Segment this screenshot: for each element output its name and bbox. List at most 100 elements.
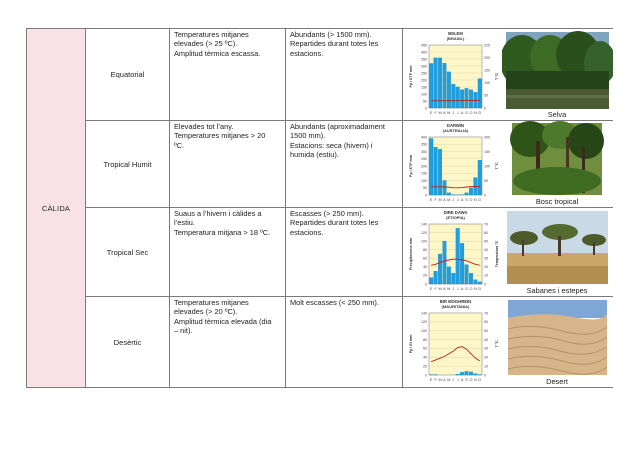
month-label: M	[447, 198, 450, 202]
climate-chart-cell: BIR MOGHREIN (MAURITANIA) 140 120 100 80 60 40 2…	[402, 296, 502, 388]
left-tick-label: 250	[421, 71, 427, 75]
temperature-text: elevades (> 25 ºC).	[174, 39, 238, 49]
temperature-cell: Temperatures mitjanes elevades (> 25 ºC)…	[169, 28, 286, 121]
right-tick-label: 0	[484, 106, 486, 110]
precipitation-bar	[442, 63, 447, 109]
temperature-line	[431, 186, 480, 189]
precipitation-cell: Abundants (aproximadament 1500 mm). Esta…	[285, 120, 403, 208]
chart-title: DIRE DAWA	[444, 210, 468, 215]
left-tick-label: 60	[423, 347, 427, 351]
month-label: A	[461, 111, 464, 115]
photo-caption: Selva	[547, 110, 567, 119]
temperature-text: l’estiu.	[174, 218, 195, 228]
photo-cell: Desert	[501, 296, 613, 388]
right-tick-label: 40	[484, 338, 488, 342]
climate-type-label: Tropical Humit	[103, 159, 152, 169]
month-label: J	[452, 287, 454, 291]
table-row: Tropical Humit Elevades tot l’any. Tempe…	[27, 120, 613, 208]
photo-cell: Bosc tropical	[501, 120, 613, 208]
precipitation-bar	[433, 57, 438, 109]
right-axis-label: T ºC	[495, 73, 499, 81]
right-tick-label: 150	[484, 69, 490, 73]
right-tick-label: 20	[484, 265, 488, 269]
right-tick-label: 50	[484, 94, 488, 98]
right-tick-label: 200	[484, 135, 490, 139]
climate-type-cell: Tropical Humit	[85, 120, 170, 208]
month-label: A	[443, 378, 446, 382]
left-tick-label: 20	[423, 364, 427, 368]
month-label: O	[469, 287, 472, 291]
left-tick-label: 0	[425, 106, 427, 110]
right-tick-label: 100	[484, 164, 490, 168]
month-label: J	[452, 198, 454, 202]
month-label: O	[469, 378, 472, 382]
precipitation-bar	[469, 187, 473, 196]
left-tick-label: 100	[421, 329, 427, 333]
precipitation-bar	[469, 89, 473, 109]
month-label: A	[461, 287, 464, 291]
precipitation-bar	[477, 160, 482, 196]
right-tick-label: 100	[484, 81, 490, 85]
left-tick-label: 40	[423, 356, 427, 360]
precipitation-bar	[464, 88, 469, 109]
temperature-text: Temperatures mitjanes > 20	[174, 131, 266, 141]
precipitation-bar	[455, 86, 460, 109]
month-label: S	[465, 198, 468, 202]
precipitation-bar	[464, 264, 469, 285]
right-tick-label: 10	[484, 274, 488, 278]
left-tick-label: 40	[423, 265, 427, 269]
climate-type-label: Desèrtic	[113, 337, 142, 347]
precipitation-bar	[429, 277, 434, 285]
precipitation-text: 1500 mm).	[290, 131, 326, 141]
right-tick-label: 20	[484, 356, 488, 360]
month-label: M	[438, 287, 441, 291]
left-tick-label: 100	[421, 92, 427, 96]
right-tick-label: 50	[484, 239, 488, 243]
month-label: M	[438, 198, 441, 202]
precipitation-text: Estacions: seca (hivern) i	[290, 140, 373, 150]
climograph: DARWIN(AUSTRALIA) 400 350 300 250 200 150 100 50…	[403, 121, 502, 207]
month-label: D	[478, 287, 481, 291]
right-tick-label: 10	[484, 364, 488, 368]
month-label: M	[447, 287, 450, 291]
precipitation-bar	[460, 243, 465, 285]
left-tick-label: 0	[425, 373, 427, 377]
right-tick-label: 0	[484, 193, 486, 197]
precipitation-bar	[438, 57, 443, 109]
month-label: A	[461, 378, 464, 382]
left-tick-label: 100	[421, 179, 427, 183]
temperature-cell: Temperatures mitjanes elevades (> 20 ºC)…	[169, 296, 286, 388]
right-tick-label: 60	[484, 320, 488, 324]
month-label: D	[478, 378, 481, 382]
left-tick-label: 50	[423, 186, 427, 190]
temperature-text: Amplitud tèrmica escassa.	[174, 48, 261, 58]
left-tick-label: 200	[421, 164, 427, 168]
temperature-cell: Elevades tot l’any. Temperatures mitjane…	[169, 120, 286, 208]
month-label: J	[457, 111, 459, 115]
month-label: J	[452, 111, 454, 115]
left-tick-label: 350	[421, 143, 427, 147]
month-label: N	[474, 378, 477, 382]
month-label: D	[478, 111, 481, 115]
temperature-text: Temperatures mitjanes	[174, 30, 249, 39]
month-label: F	[434, 287, 437, 291]
precipitation-text: estacions.	[290, 48, 324, 58]
jungle-photo	[502, 29, 613, 120]
month-label: E	[430, 287, 433, 291]
left-tick-label: 0	[425, 193, 427, 197]
precipitation-bar	[429, 63, 434, 109]
month-label: N	[474, 198, 477, 202]
precipitation-bar	[477, 78, 482, 109]
month-label: S	[465, 111, 468, 115]
savanna-photo	[502, 208, 613, 296]
temperature-cell: Suaus a l’hivern i càlides a l’estiu. Te…	[169, 207, 286, 297]
temperature-text: Elevades tot l’any.	[174, 122, 234, 131]
precipitation-bar	[433, 270, 438, 285]
precipitation-text: Abundants (> 1500 mm).	[290, 30, 372, 39]
precipitation-bar	[455, 373, 460, 376]
left-tick-label: 20	[423, 274, 427, 278]
chart-title: BELEM	[448, 31, 463, 36]
precipitation-bar	[438, 253, 443, 285]
climate-type-cell: Tropical Sec	[85, 207, 170, 297]
temperature-text: – nit).	[174, 326, 193, 336]
